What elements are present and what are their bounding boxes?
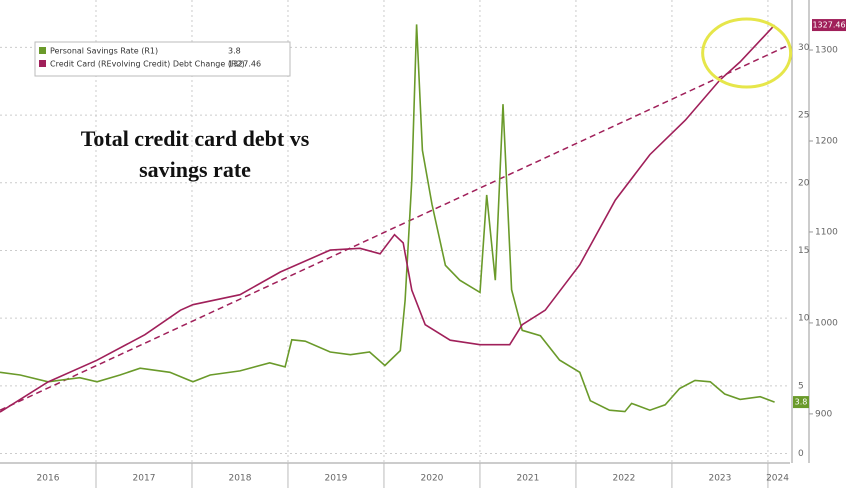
- y2-tick-label: 1000: [815, 318, 838, 328]
- y-tick-label: 15: [798, 246, 809, 256]
- y2-tick-label: 1200: [815, 136, 838, 146]
- trend-line: [0, 43, 791, 411]
- x-tick-label: 2020: [421, 474, 444, 484]
- y-tick-label: 25: [798, 111, 809, 121]
- legend-value: 3.8: [228, 47, 241, 56]
- y-tick-label: 20: [798, 178, 810, 188]
- y-tick-label: 0: [798, 449, 804, 459]
- y-tick-label: 5: [798, 381, 804, 391]
- x-tick-label: 2016: [37, 474, 60, 484]
- last-value-badge: [812, 19, 846, 32]
- legend-label: Credit Card (REvolving Credit) Debt Chan…: [50, 60, 245, 69]
- legend-label: Personal Savings Rate (R1): [50, 47, 158, 56]
- y2-tick-label: 1100: [815, 227, 838, 237]
- highlight-circle: [701, 17, 793, 89]
- legend-swatch: [39, 47, 46, 54]
- legend-box: [34, 41, 291, 77]
- x-tick-label: 2017: [133, 474, 156, 484]
- x-tick-label: 2023: [708, 474, 731, 484]
- y2-tick-label: 1300: [815, 46, 838, 56]
- legend-swatch: [39, 60, 46, 67]
- x-tick-label: 2019: [325, 474, 348, 484]
- series-line: [0, 24, 776, 413]
- y-tick-label: 10: [798, 314, 810, 324]
- legend-value: 1327.46: [228, 60, 261, 69]
- annotation: Total credit card debt vs savings rate: [81, 126, 310, 182]
- last-value-label: 3.8: [795, 398, 808, 407]
- last-value-badge: [793, 396, 809, 409]
- x-tick-label: 2021: [516, 474, 539, 484]
- x-tick-label: 2022: [612, 474, 635, 484]
- last-value-label: 1327.46: [812, 21, 845, 30]
- x-tick-label: 2024: [766, 474, 789, 484]
- x-tick-label: 2018: [229, 474, 252, 484]
- y-tick-label: 30: [798, 43, 810, 53]
- series-line: [0, 24, 775, 413]
- y2-tick-label: 900: [815, 409, 832, 419]
